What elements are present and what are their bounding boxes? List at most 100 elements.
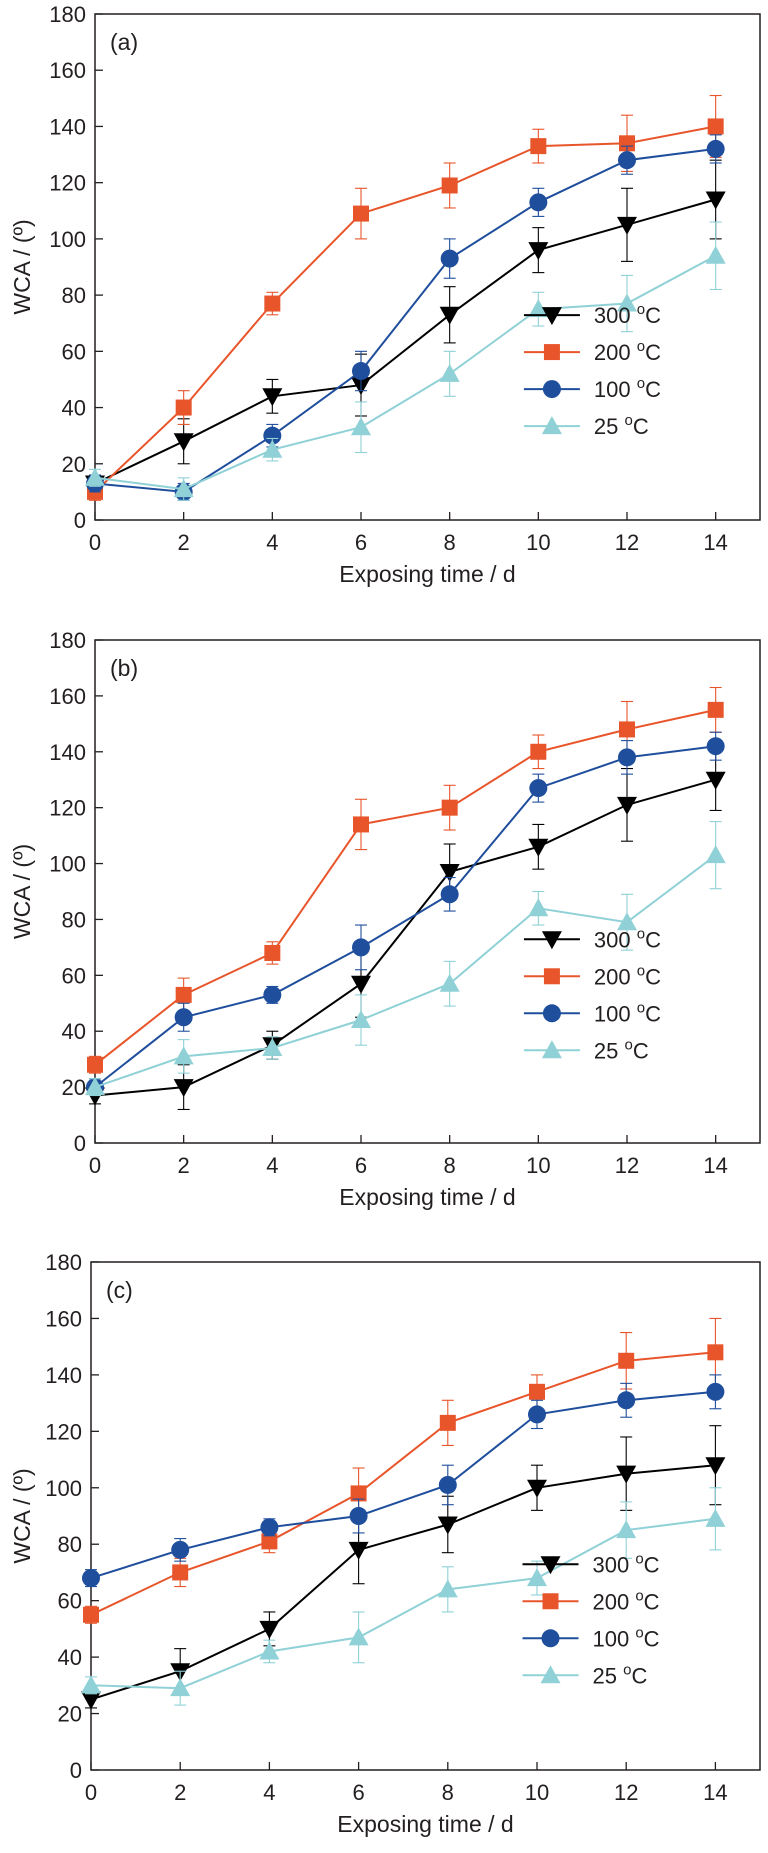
data-point	[439, 1414, 456, 1431]
data-point	[528, 242, 549, 261]
data-point	[352, 938, 370, 957]
data-point	[618, 748, 636, 767]
data-point	[350, 1485, 367, 1502]
data-point	[82, 1569, 100, 1588]
series-25	[81, 1487, 726, 1706]
series-line	[90, 1390, 716, 1580]
x-tick-label: 6	[355, 530, 367, 555]
data-point	[348, 1627, 369, 1646]
y-tick-label: 60	[62, 339, 86, 364]
data-point	[619, 721, 635, 738]
legend-label: 25 oC	[593, 1661, 648, 1688]
data-point	[259, 1641, 280, 1660]
data-point	[705, 845, 726, 864]
data-point	[705, 245, 726, 264]
data-point	[527, 1568, 547, 1587]
legend-marker	[542, 1593, 559, 1610]
y-tick-label: 80	[58, 1532, 82, 1557]
legend-label: 200 oC	[594, 962, 661, 989]
data-point	[349, 1507, 368, 1525]
data-point	[705, 771, 726, 790]
x-tick-label: 6	[352, 1780, 364, 1805]
x-tick-label: 10	[525, 1780, 549, 1805]
data-point	[437, 1579, 458, 1598]
y-tick-label: 80	[62, 907, 86, 932]
x-tick-label: 8	[444, 1153, 456, 1178]
data-point	[263, 426, 282, 445]
data-point	[529, 193, 548, 212]
legend-marker	[541, 931, 562, 950]
data-point	[529, 1383, 545, 1400]
data-point	[174, 1008, 193, 1027]
y-tick-label: 180	[45, 1250, 82, 1275]
data-point	[527, 1479, 547, 1498]
data-point	[529, 779, 548, 798]
legend-label: 25 oC	[594, 1036, 649, 1063]
legend-label: 200 oC	[594, 338, 661, 365]
series-300	[85, 159, 726, 494]
data-point	[85, 1077, 105, 1096]
x-tick-label: 8	[444, 530, 456, 555]
x-tick-label: 2	[178, 1153, 190, 1178]
data-point	[706, 1382, 725, 1401]
data-point	[264, 944, 281, 961]
y-tick-label: 40	[62, 396, 86, 421]
data-point	[173, 479, 194, 498]
data-point	[707, 701, 724, 718]
data-point	[616, 1520, 637, 1539]
legend: 300 oC 200 oC 100 oC 25 oC	[523, 925, 661, 1063]
y-tick-label: 0	[74, 1131, 86, 1156]
data-point	[172, 1564, 189, 1581]
data-point	[264, 295, 281, 312]
data-point	[707, 118, 724, 135]
data-point	[351, 975, 371, 994]
y-tick-label: 180	[49, 628, 86, 653]
series-line	[94, 745, 716, 1088]
panel-label: (b)	[110, 655, 138, 681]
data-point	[81, 1691, 101, 1710]
x-tick-label: 6	[355, 1153, 367, 1178]
y-tick-label: 120	[45, 1419, 82, 1444]
data-point	[617, 1391, 636, 1410]
data-point	[81, 1675, 101, 1694]
y-tick-label: 20	[58, 1702, 82, 1727]
y-tick-label: 60	[62, 963, 86, 988]
x-axis-label: Exposing time / d	[337, 1811, 513, 1837]
data-point	[617, 216, 637, 235]
y-tick-label: 0	[74, 508, 86, 533]
chart-panel: 0 20 40 60 80 100 120 140 160 180 0 2 4 6 8 10 12 14 Expos…	[9, 1250, 761, 1837]
x-tick-label: 14	[703, 1780, 727, 1805]
data-point	[259, 1620, 280, 1639]
series-200	[83, 1317, 724, 1624]
legend-label: 25 oC	[594, 412, 649, 439]
data-point	[441, 799, 458, 816]
legend-marker	[542, 1004, 561, 1023]
legend-marker	[540, 1665, 561, 1684]
plot-frame	[94, 639, 761, 1144]
legend-marker	[541, 1040, 562, 1059]
data-point	[705, 191, 726, 210]
chart-panel: 0 20 40 60 80 100 120 140 160 180 0 2 4 6 8 10 12 14 Expos…	[9, 628, 761, 1210]
legend-marker	[541, 1629, 560, 1648]
data-point	[439, 306, 460, 325]
data-point	[175, 986, 192, 1003]
x-tick-label: 4	[266, 530, 278, 555]
data-point	[351, 417, 371, 436]
y-tick-label: 120	[49, 796, 86, 821]
y-tick-label: 100	[49, 227, 86, 252]
x-tick-label: 14	[703, 530, 727, 555]
data-point	[173, 1046, 194, 1065]
series-100	[86, 731, 725, 1097]
x-tick-label: 12	[614, 1780, 638, 1805]
legend-label: 100 oC	[594, 999, 661, 1026]
data-point	[618, 1352, 635, 1369]
legend-label: 300 oC	[594, 925, 661, 952]
data-point	[616, 1465, 637, 1484]
data-point	[263, 985, 282, 1004]
data-point	[530, 743, 547, 760]
data-point	[528, 299, 549, 318]
y-tick-label: 100	[49, 852, 86, 877]
series-line	[90, 1351, 716, 1616]
series-line	[94, 708, 716, 1066]
